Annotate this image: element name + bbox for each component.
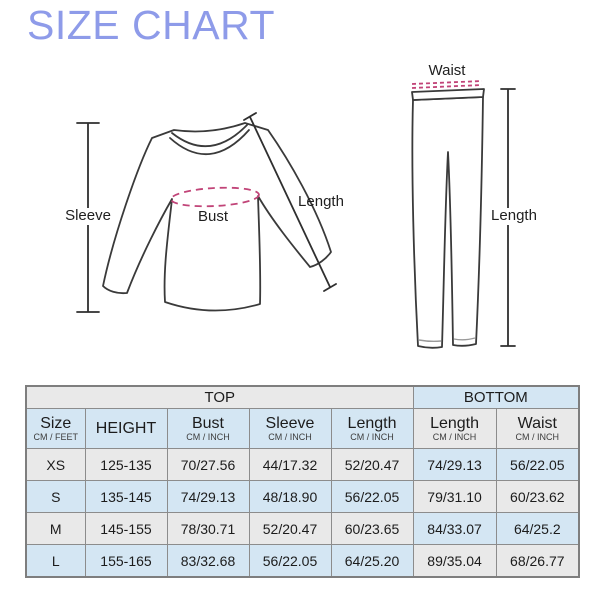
top-length-cell: 56/22.05 xyxy=(330,480,414,513)
col-label: HEIGHT xyxy=(95,419,157,437)
waist-measure-dashes xyxy=(411,80,483,89)
bust-cell: 70/27.56 xyxy=(166,448,250,481)
sleeve-dimension-label: Sleeve xyxy=(60,207,116,225)
col-unit: CM / INCH xyxy=(515,432,560,443)
col-header-height: HEIGHT xyxy=(84,408,168,449)
col-label: Waist xyxy=(517,414,557,432)
col-label: Length xyxy=(430,414,480,432)
top-garment-illustration xyxy=(76,112,337,313)
size-table: TOP BOTTOM Size CM / FEET HEIGHT Bust CM… xyxy=(25,385,581,578)
height-cell: 135-145 xyxy=(84,480,168,513)
col-unit: CM / FEET xyxy=(33,432,79,443)
shirt-length-measure-line xyxy=(243,112,337,292)
group-header-top: TOP xyxy=(25,385,414,409)
row-m: M 145-155 78/30.71 52/20.47 60/23.65 84/… xyxy=(25,512,580,545)
waist-cell: 64/25.2 xyxy=(495,512,580,545)
size-cell: L xyxy=(25,544,86,578)
waist-cell: 60/23.62 xyxy=(495,480,580,513)
ankle-cuff-lines xyxy=(418,337,476,343)
row-xs: XS 125-135 70/27.56 44/17.32 52/20.47 74… xyxy=(25,448,580,481)
top-length-cell: 52/20.47 xyxy=(330,448,414,481)
top-length-cell: 64/25.20 xyxy=(330,544,414,578)
row-s: S 135-145 74/29.13 48/18.90 56/22.05 79/… xyxy=(25,480,580,513)
pants-legs-outline xyxy=(411,96,484,349)
col-header-waist: Waist CM / INCH xyxy=(495,408,580,449)
bottom-length-cell: 89/35.04 xyxy=(412,544,497,578)
pants-waistband xyxy=(411,88,485,101)
collar-band-top-arc xyxy=(171,124,248,148)
waist-dimension-label: Waist xyxy=(428,62,466,79)
col-header-top-length: Length CM / INCH xyxy=(330,408,414,449)
size-cell: S xyxy=(25,480,86,513)
col-header-size: Size CM / FEET xyxy=(25,408,86,449)
size-cell: XS xyxy=(25,448,86,481)
top-length-dimension-label: Length xyxy=(298,193,344,210)
col-label: Bust xyxy=(191,414,224,432)
bottom-length-cell: 74/29.13 xyxy=(412,448,497,481)
size-cell: M xyxy=(25,512,86,545)
waist-cell: 56/22.05 xyxy=(495,448,580,481)
bust-dimension-label: Bust xyxy=(197,208,228,225)
bust-cell: 78/30.71 xyxy=(166,512,250,545)
sleeve-cell: 52/20.47 xyxy=(248,512,332,545)
col-unit: CM / INCH xyxy=(268,432,312,443)
top-length-cell: 60/23.65 xyxy=(330,512,414,545)
sleeve-cell: 56/22.05 xyxy=(248,544,332,578)
bottom-length-cell: 79/31.10 xyxy=(412,480,497,513)
col-header-bottom-length: Length CM / INCH xyxy=(412,408,497,449)
col-header-bust: Bust CM / INCH xyxy=(166,408,250,449)
bottom-length-cell: 84/33.07 xyxy=(412,512,497,545)
collar-band-bottom-arc xyxy=(169,129,250,156)
col-unit: CM / INCH xyxy=(186,432,230,443)
column-header-row: Size CM / FEET HEIGHT Bust CM / INCH Sle… xyxy=(25,408,580,449)
sleeve-cell: 48/18.90 xyxy=(248,480,332,513)
waist-cell: 68/26.77 xyxy=(495,544,580,578)
bottom-length-dimension-label: Length xyxy=(488,207,540,225)
col-unit: CM / INCH xyxy=(350,432,394,443)
height-cell: 125-135 xyxy=(84,448,168,481)
bust-cell: 74/29.13 xyxy=(166,480,250,513)
sleeve-cell: 44/17.32 xyxy=(248,448,332,481)
row-l: L 155-165 83/32.68 56/22.05 64/25.20 89/… xyxy=(25,544,580,578)
group-header-bottom: BOTTOM xyxy=(412,385,580,409)
group-header-row: TOP BOTTOM xyxy=(25,385,580,409)
height-cell: 155-165 xyxy=(84,544,168,578)
bottom-garment-illustration xyxy=(411,80,516,349)
col-unit: CM / INCH xyxy=(432,432,477,443)
col-label: Size xyxy=(40,414,72,432)
height-cell: 145-155 xyxy=(84,512,168,545)
bust-measure-ellipse xyxy=(170,186,260,208)
col-label: Length xyxy=(347,414,397,432)
page-title: SIZE CHART xyxy=(27,2,275,48)
bust-cell: 83/32.68 xyxy=(166,544,250,578)
col-label: Sleeve xyxy=(265,414,315,432)
col-header-sleeve: Sleeve CM / INCH xyxy=(248,408,332,449)
